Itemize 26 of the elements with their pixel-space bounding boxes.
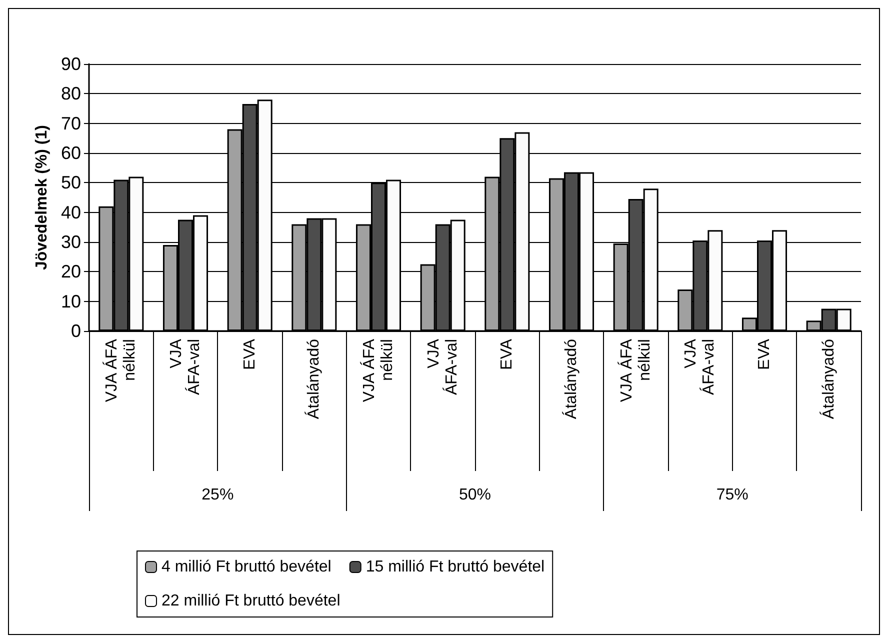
- text: 50%: [458, 486, 492, 504]
- y-tick-label: 70: [60, 113, 81, 134]
- y-axis-title: Jövedelmek (%) (1): [34, 125, 51, 270]
- x-tick-label: Átalányadó: [819, 338, 838, 420]
- x-tick-label: VJA ÁFA nélkül: [102, 338, 139, 402]
- y-tick-label: 60: [60, 143, 81, 163]
- x-tick-label: VJA ÁFA nélkül: [617, 338, 654, 402]
- x-tick-label: Átalányadó: [304, 338, 323, 420]
- text: 75%: [716, 486, 748, 504]
- text: 25%: [202, 486, 234, 504]
- x-tick-label: VJA ÁFA nélkül: [360, 338, 396, 402]
- legend-label: 4 millió Ft bruttó bevétel: [162, 558, 332, 576]
- y-tick-label: 50: [60, 172, 81, 193]
- y-tick-label: 0: [70, 321, 81, 341]
- x-tick-label: Átalányadó: [562, 338, 580, 420]
- x-tick-label: EVA: [241, 338, 258, 370]
- y-tick-label: 80: [60, 84, 81, 104]
- y-tick-label: 90: [60, 54, 81, 74]
- y-tick-label: 30: [60, 232, 81, 252]
- legend-label: 15 millió Ft bruttó bevétel: [366, 558, 545, 576]
- legend-label: 22 millió Ft bruttó bevétel: [162, 592, 340, 610]
- y-tick-label: 10: [60, 291, 81, 312]
- y-tick-label: 20: [60, 262, 81, 282]
- y-tick-label: 40: [60, 202, 81, 222]
- x-tick-label: EVA: [498, 338, 516, 370]
- x-tick-label: EVA: [756, 338, 773, 370]
